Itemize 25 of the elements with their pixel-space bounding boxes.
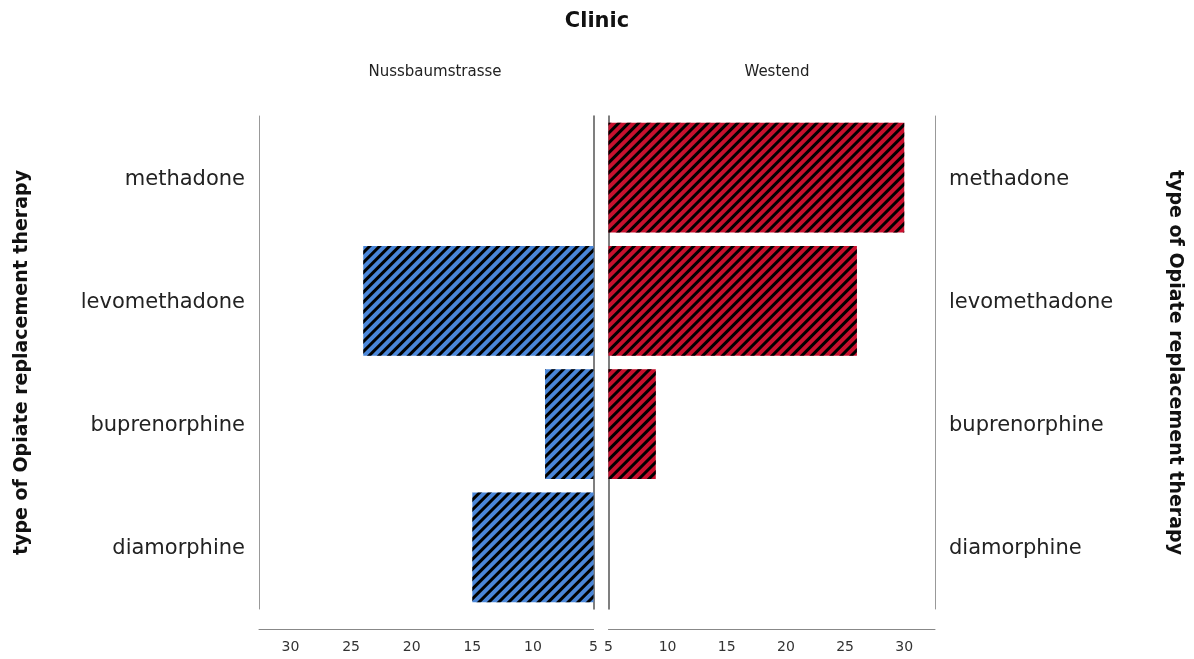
x-tick-label: 5 [603, 638, 613, 654]
y-axis-title: type of Opiate replacement therapy [1165, 169, 1188, 556]
x-tick-label: 15 [463, 638, 482, 654]
y-tick-label: levomethadone [949, 288, 1114, 313]
x-tick-label: 10 [658, 638, 677, 654]
x-tick-label: 25 [342, 638, 361, 654]
x-tick-label: 20 [777, 638, 795, 654]
chart-subtitle: Westend [744, 61, 810, 80]
y-tick-label: methadone [949, 165, 1070, 190]
x-tick-label: 10 [524, 638, 542, 654]
chart-title: Clinic [563, 8, 631, 32]
y-tick-label: diamorphine [112, 535, 245, 560]
x-tick-label: 30 [895, 638, 914, 654]
y-axis-title: type of Opiate replacement therapy [8, 169, 31, 556]
y-tick-label: methadone [124, 165, 245, 190]
y-tick-label: diamorphine [949, 535, 1082, 560]
x-tick-label: 20 [402, 638, 421, 654]
x-tick-label: 25 [836, 638, 854, 654]
x-tick-label: 15 [717, 638, 736, 654]
chart-subtitle: Nussbaumstrasse [368, 61, 502, 80]
y-tick-label: buprenorphine [90, 412, 245, 437]
x-tick-label: 30 [281, 638, 300, 654]
y-tick-label: levomethadone [80, 288, 245, 313]
x-tick-label: 5 [589, 638, 599, 654]
y-tick-label: buprenorphine [949, 412, 1104, 437]
